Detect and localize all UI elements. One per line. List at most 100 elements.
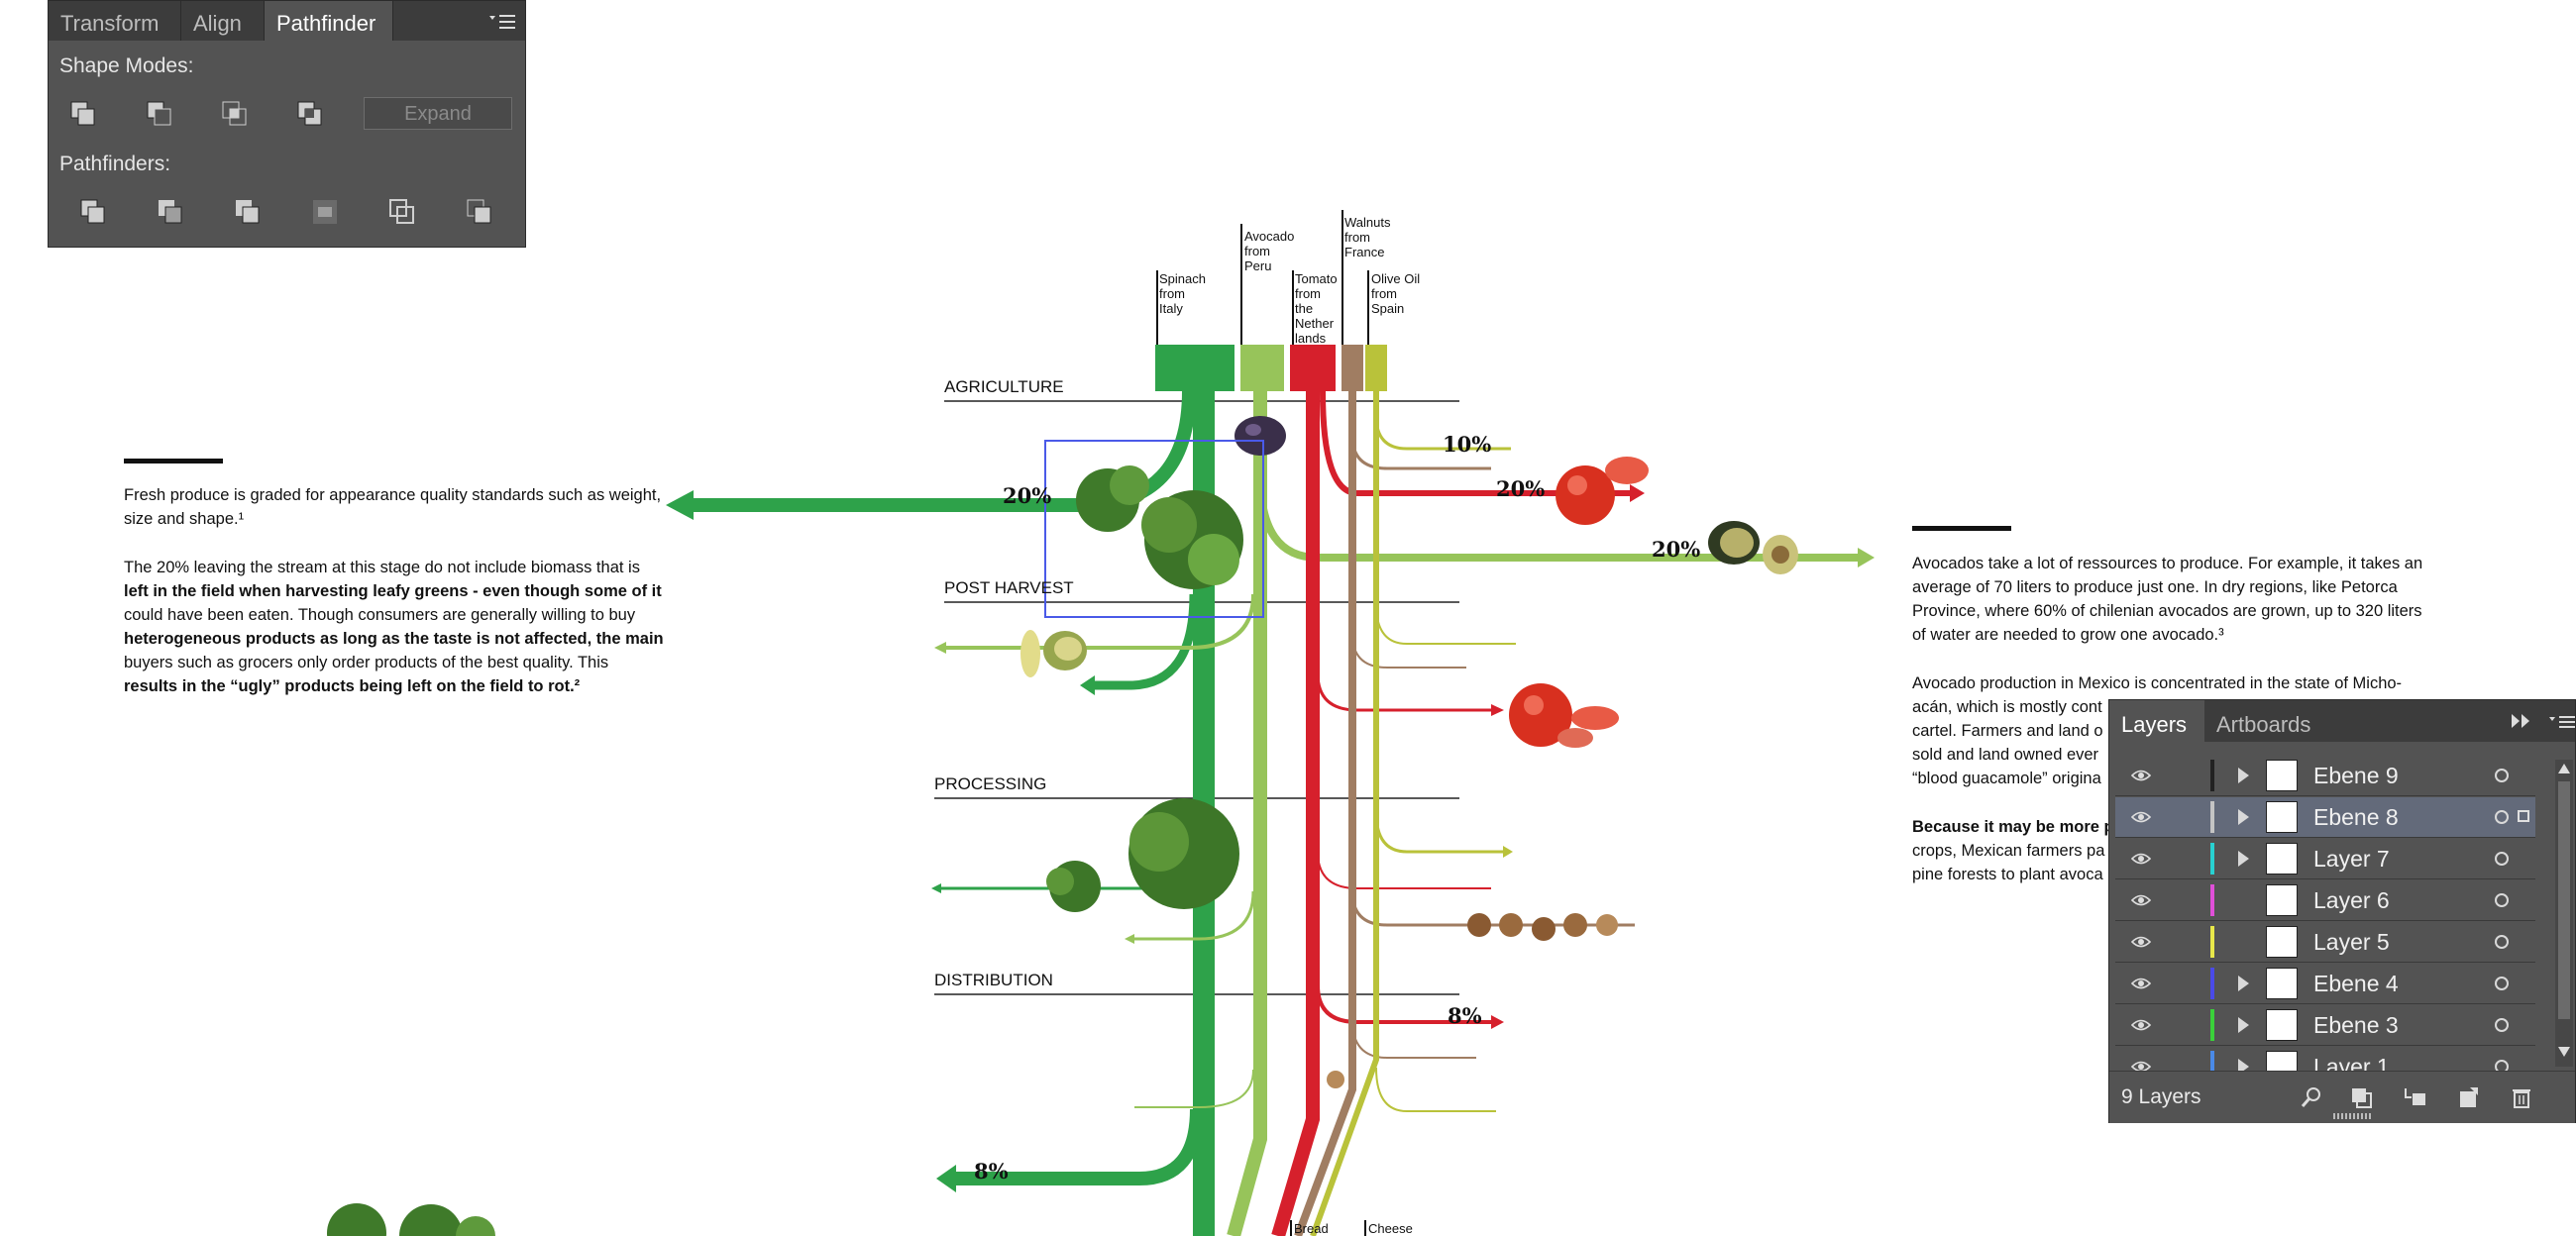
layers-footer: 9 Layers: [2109, 1071, 2575, 1123]
tab-transform[interactable]: Transform: [49, 1, 181, 41]
tab-artboards[interactable]: Artboards: [2216, 712, 2311, 737]
spinach-leaves-image: [327, 465, 1243, 1236]
locate-object-icon[interactable]: [2300, 1085, 2323, 1109]
divide-icon[interactable]: [78, 197, 108, 227]
produce-images: [327, 416, 1798, 1236]
visibility-eye-icon[interactable]: [2131, 893, 2151, 907]
layer-row[interactable]: Layer 5: [2115, 922, 2535, 963]
layer-thumbnail: [2266, 926, 2298, 958]
pathfinder-panel: Transform Align Pathfinder Shape Modes: …: [48, 0, 526, 248]
target-circle-icon[interactable]: [2495, 1060, 2509, 1071]
selection-indicator-icon[interactable]: [2518, 810, 2529, 822]
collapse-panel-icon[interactable]: [2512, 714, 2531, 728]
layer-name[interactable]: Layer 5: [2313, 929, 2390, 955]
walnut-image: [1327, 913, 1618, 1088]
layer-name[interactable]: Layer 7: [2313, 846, 2390, 872]
expand-button[interactable]: Expand: [364, 97, 512, 130]
expand-triangle-icon[interactable]: [2238, 1059, 2249, 1071]
layer-name[interactable]: Ebene 3: [2313, 1012, 2399, 1038]
expand-triangle-icon[interactable]: [2238, 976, 2249, 991]
merge-icon[interactable]: [233, 197, 263, 227]
make-clipping-mask-icon[interactable]: [2349, 1085, 2373, 1109]
layer-name[interactable]: Ebene 9: [2313, 763, 2399, 788]
tab-layers[interactable]: Layers: [2109, 700, 2204, 742]
visibility-eye-icon[interactable]: [2131, 935, 2151, 949]
avocado-image: [1020, 416, 1798, 677]
shape-modes-label: Shape Modes:: [59, 54, 194, 77]
panel-menu-icon[interactable]: [489, 13, 515, 31]
target-circle-icon[interactable]: [2495, 935, 2509, 949]
expand-triangle-icon[interactable]: [2238, 809, 2249, 825]
pathfinder-tab-bar: Transform Align Pathfinder: [49, 1, 525, 41]
layer-color-swatch: [2210, 968, 2214, 999]
visibility-eye-icon[interactable]: [2131, 810, 2151, 824]
layer-row[interactable]: Ebene 4: [2115, 964, 2535, 1004]
panel-menu-icon[interactable]: [2549, 714, 2575, 730]
tab-align[interactable]: Align: [181, 1, 265, 41]
layer-row[interactable]: Layer 6: [2115, 880, 2535, 921]
stage-distribution: DISTRIBUTION: [934, 971, 1053, 989]
expand-triangle-icon[interactable]: [2238, 768, 2249, 783]
exclude-icon[interactable]: [295, 99, 325, 129]
resize-grip[interactable]: [2333, 1113, 2373, 1119]
pathfinders-label: Pathfinders:: [59, 153, 171, 175]
unite-icon[interactable]: [68, 99, 98, 129]
walnut-block: [1342, 345, 1363, 391]
stage-processing: PROCESSING: [934, 774, 1047, 793]
trash-icon[interactable]: [2510, 1085, 2533, 1109]
pct-tomato-dist: 8%: [1448, 1003, 1482, 1028]
minus-back-icon[interactable]: [465, 197, 494, 227]
visibility-eye-icon[interactable]: [2131, 977, 2151, 990]
layer-color-swatch: [2210, 843, 2214, 875]
avocado-stream: [1227, 391, 1267, 1236]
output-label-bread: Bread: [1294, 1221, 1329, 1236]
spinach-block: [1155, 345, 1234, 391]
visibility-eye-icon[interactable]: [2131, 852, 2151, 866]
scroll-down-icon[interactable]: [2558, 1047, 2570, 1057]
intersect-icon[interactable]: [220, 99, 250, 129]
crop-icon[interactable]: [310, 197, 340, 227]
selection-bounding-box[interactable]: [1044, 440, 1264, 618]
expand-triangle-icon[interactable]: [2238, 1017, 2249, 1033]
pct-spinach-ag: 20%: [1003, 483, 1052, 508]
layer-name[interactable]: Ebene 4: [2313, 971, 2399, 996]
tomato-image: [1509, 457, 1649, 748]
layer-row[interactable]: Layer 1: [2115, 1047, 2535, 1071]
target-circle-icon[interactable]: [2495, 893, 2509, 907]
layer-row[interactable]: Ebene 9: [2115, 756, 2535, 796]
layer-color-swatch: [2210, 801, 2214, 833]
walnut-stream: [1294, 391, 1356, 1236]
tab-pathfinder[interactable]: Pathfinder: [265, 1, 393, 41]
target-circle-icon[interactable]: [2495, 769, 2509, 782]
layers-scrollbar[interactable]: [2555, 760, 2573, 1067]
layer-name[interactable]: Layer 6: [2313, 887, 2390, 913]
layer-color-swatch: [2210, 884, 2214, 916]
new-layer-icon[interactable]: [2456, 1085, 2480, 1109]
layer-name[interactable]: Layer 1: [2313, 1054, 2390, 1071]
layer-row[interactable]: Ebene 8: [2115, 797, 2535, 838]
expand-triangle-icon[interactable]: [2238, 851, 2249, 867]
layer-thumbnail: [2266, 884, 2298, 916]
tomato-stream: [1271, 391, 1320, 1236]
minus-front-icon[interactable]: [145, 99, 174, 129]
layer-row[interactable]: Ebene 3: [2115, 1005, 2535, 1046]
target-circle-icon[interactable]: [2495, 1018, 2509, 1032]
layer-color-swatch: [2210, 1051, 2214, 1071]
target-circle-icon[interactable]: [2495, 810, 2509, 824]
outline-icon[interactable]: [387, 197, 417, 227]
layer-row[interactable]: Layer 7: [2115, 839, 2535, 879]
source-blocks: [1155, 345, 1387, 391]
visibility-eye-icon[interactable]: [2131, 769, 2151, 782]
new-sublayer-icon[interactable]: [2403, 1085, 2426, 1109]
layer-thumbnail: [2266, 843, 2298, 875]
source-leaders: [1156, 210, 1369, 1236]
target-circle-icon[interactable]: [2495, 977, 2509, 990]
layers-tab-bar: Layers Artboards: [2109, 700, 2575, 742]
scroll-thumb[interactable]: [2558, 781, 2570, 1019]
target-circle-icon[interactable]: [2495, 852, 2509, 866]
visibility-eye-icon[interactable]: [2131, 1018, 2151, 1032]
trim-icon[interactable]: [156, 197, 185, 227]
layer-name[interactable]: Ebene 8: [2313, 804, 2399, 830]
scroll-up-icon[interactable]: [2558, 764, 2570, 773]
visibility-eye-icon[interactable]: [2131, 1060, 2151, 1071]
